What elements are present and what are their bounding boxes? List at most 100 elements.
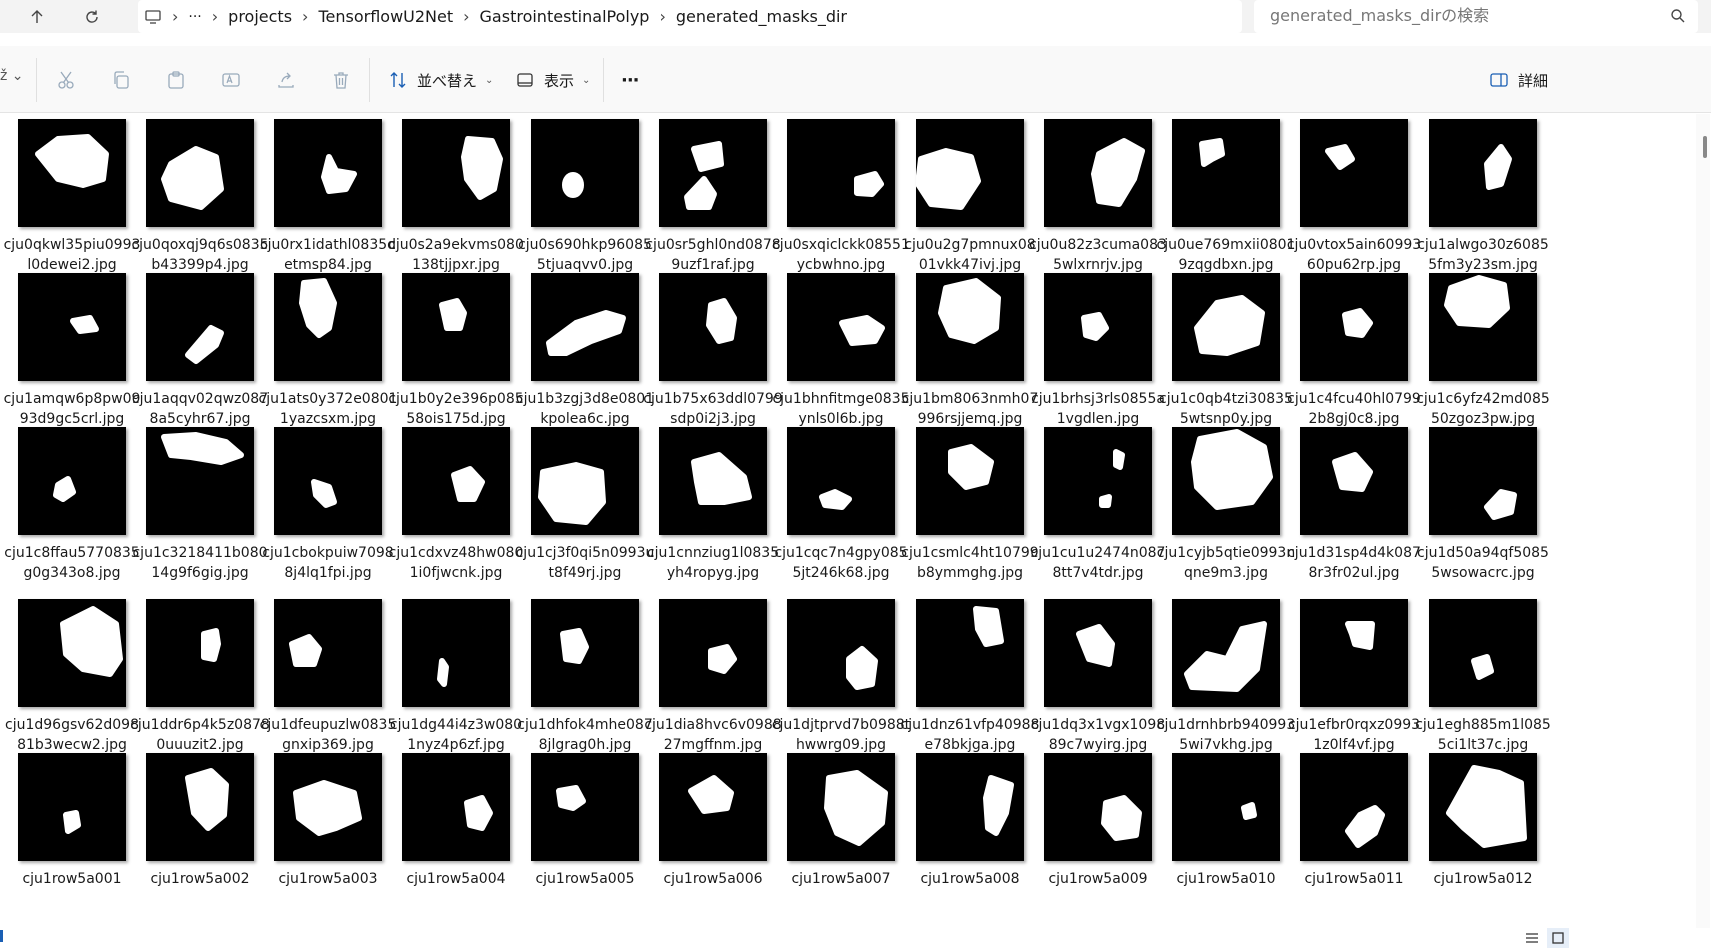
file-name[interactable]: cju0s690hkp960855tjuaqvv0.jpg [518,237,652,273]
mask-thumbnail[interactable] [1429,119,1537,227]
file-name[interactable]: cju1efbr0rqxz09931z0lf4vf.jpg [1287,717,1421,753]
file-name[interactable]: cju1row5a005 [535,871,635,887]
search-box[interactable] [1254,0,1698,33]
mask-thumbnail[interactable] [1300,753,1408,861]
scrollbar-thumb[interactable] [1703,136,1707,158]
mask-thumbnail[interactable] [531,599,639,707]
mask-thumbnail[interactable] [1172,273,1280,381]
file-name[interactable]: cju1egh885m1l0855ci1lt37c.jpg [1415,717,1551,753]
file-name[interactable]: cju1c3218411b08014g9f6gig.jpg [132,545,268,581]
mask-thumbnail[interactable] [787,119,895,227]
details-view-button[interactable] [1521,928,1543,948]
file-name[interactable]: cju1csmlc4ht10799b8ymmghg.jpg [901,545,1039,581]
mask-thumbnail[interactable] [146,119,254,227]
mask-thumbnail[interactable] [787,273,895,381]
breadcrumb-item-tensorflowu2net[interactable]: TensorflowU2Net [318,7,454,26]
file-name[interactable]: cju1amqw6p8pw0993d9gc5crl.jpg [3,391,141,427]
mask-thumbnail[interactable] [1172,427,1280,535]
mask-thumbnail[interactable] [659,273,767,381]
file-name[interactable]: cju1dia8hvc6v098827mgffnm.jpg [644,717,782,753]
breadcrumb-overflow[interactable]: ··· [188,8,202,25]
mask-thumbnail[interactable] [1172,599,1280,707]
file-name[interactable]: cju1dfeupuzlw0835gnxip369.jpg [259,717,397,753]
file-name[interactable]: cju1dnz61vfp40988e78bkjga.jpg [900,717,1040,753]
mask-thumbnail[interactable] [1044,427,1152,535]
mask-thumbnail[interactable] [18,273,126,381]
sort-button[interactable]: 並べ替え ⌄ [389,68,493,92]
more-options-button[interactable]: ··· [621,69,639,91]
mask-thumbnail[interactable] [787,753,895,861]
delete-button[interactable] [329,68,353,92]
file-name[interactable]: cju0qoxqj9q6s0835b43399p4.jpg [131,237,269,273]
share-button[interactable] [274,68,298,92]
file-name[interactable]: cju1row5a012 [1433,871,1533,887]
file-name[interactable]: cju0sxqiclckk08551ycbwhno.jpg [772,237,910,273]
mask-thumbnail[interactable] [146,427,254,535]
file-name[interactable]: cju1cj3f0qi5n0993ut8f49rj.jpg [515,545,655,581]
cut-button[interactable] [54,68,78,92]
file-name[interactable]: cju1bhnfitmge0835ynls0l6b.jpg [772,391,910,427]
file-name[interactable]: cju1cu1u2474n0878tt7v4tdr.jpg [1030,545,1166,581]
file-name[interactable]: cju1b75x63ddl0799sdp0i2j3.jpg [643,391,783,427]
mask-thumbnail[interactable] [1044,599,1152,707]
file-name[interactable]: cju0sr5ghl0nd08789uzf1raf.jpg [645,237,781,273]
search-icon[interactable] [1670,8,1686,24]
thumbnail-view-button[interactable] [1547,928,1569,948]
file-name[interactable]: cju1row5a010 [1176,871,1276,887]
file-name[interactable]: cju1dg44i4z3w0801nyz4p6zf.jpg [389,717,523,753]
file-name[interactable]: cju1row5a008 [920,871,1020,887]
file-name[interactable]: cju1row5a011 [1304,871,1404,887]
mask-thumbnail[interactable] [531,753,639,861]
search-input[interactable] [1270,6,1650,25]
vertical-scrollbar[interactable] [1696,114,1710,928]
file-name[interactable]: cju1djtprvd7b0988thwwrg09.jpg [771,717,911,753]
file-name[interactable]: cju1row5a004 [406,871,506,887]
view-button[interactable]: 表示 ⌄ [516,68,590,92]
mask-thumbnail[interactable] [1429,599,1537,707]
mask-thumbnail[interactable] [659,119,767,227]
mask-thumbnail[interactable] [1429,273,1537,381]
new-menu-partial[interactable]: ž ⌄ [0,68,24,84]
mask-thumbnail[interactable] [146,599,254,707]
copy-button[interactable] [109,68,133,92]
mask-thumbnail[interactable] [1429,753,1537,861]
mask-thumbnail[interactable] [916,119,1024,227]
file-name[interactable]: cju1c4fcu40hl07992b8gj0c8.jpg [1287,391,1421,427]
mask-thumbnail[interactable] [1429,427,1537,535]
file-name[interactable]: cju1brhsj3rls0855a1vgdlen.jpg [1031,391,1165,427]
file-name[interactable]: cju1alwgo30z60855fm3y23sm.jpg [1417,237,1549,273]
mask-thumbnail[interactable] [274,753,382,861]
file-name[interactable]: cju1c8ffau5770835g0g343o8.jpg [4,545,140,581]
file-name[interactable]: cju1cdxvz48hw0801i0fjwcnk.jpg [388,545,524,581]
mask-thumbnail[interactable] [916,427,1024,535]
file-name[interactable]: cju1aqqv02qwz0878a5cyhr67.jpg [131,391,269,427]
mask-thumbnail[interactable] [402,753,510,861]
file-name[interactable]: cju1b3zgj3d8e0801kpolea6c.jpg [515,391,655,427]
mask-thumbnail[interactable] [916,753,1024,861]
mask-thumbnail[interactable] [916,273,1024,381]
file-name[interactable]: cju1row5a002 [150,871,250,887]
mask-thumbnail[interactable] [659,427,767,535]
refresh-button[interactable] [77,2,107,32]
mask-thumbnail[interactable] [531,273,639,381]
file-name[interactable]: cju0qkwl35piu0993l0dewei2.jpg [3,237,141,273]
mask-thumbnail[interactable] [916,599,1024,707]
mask-thumbnail[interactable] [274,119,382,227]
file-name[interactable]: cju0u82z3cuma0835wlxrnrjv.jpg [1029,237,1167,273]
breadcrumb[interactable]: › ··· › projects › TensorflowU2Net › Gas… [138,0,1242,33]
mask-thumbnail[interactable] [274,427,382,535]
file-name[interactable]: cju1row5a007 [791,871,891,887]
file-name[interactable]: cju0ue769mxii08019zqgdbxn.jpg [1156,237,1296,273]
mask-thumbnail[interactable] [274,273,382,381]
mask-thumbnail[interactable] [274,599,382,707]
up-button[interactable] [22,2,52,32]
file-name[interactable]: cju1cnnziug1l0835yh4ropyg.jpg [646,545,780,581]
mask-thumbnail[interactable] [659,753,767,861]
file-name[interactable]: cju0u2g7pmnux0801vkk47ivj.jpg [904,237,1036,273]
mask-thumbnail[interactable] [1044,273,1152,381]
mask-thumbnail[interactable] [402,427,510,535]
file-name[interactable]: cju1bm8063nmh07996rsjjemq.jpg [901,391,1039,427]
mask-thumbnail[interactable] [402,273,510,381]
mask-thumbnail[interactable] [18,753,126,861]
mask-thumbnail[interactable] [18,119,126,227]
